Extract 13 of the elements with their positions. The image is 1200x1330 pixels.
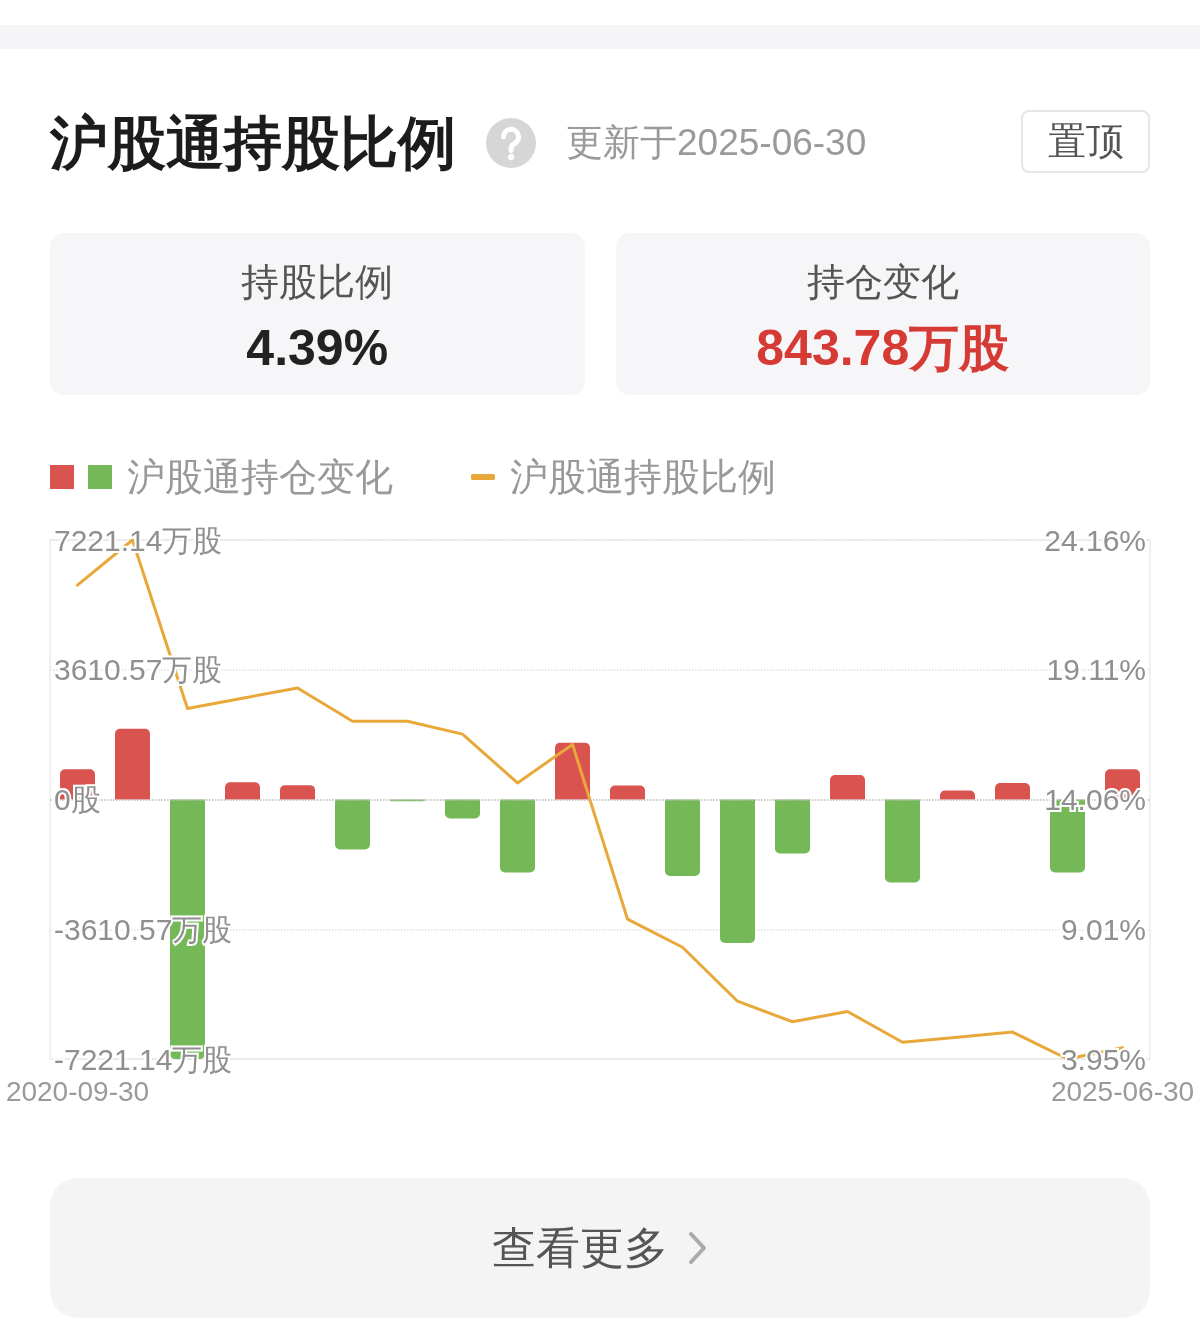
y-tick-label: 7221.14万股 (54, 523, 223, 557)
legend-label: 沪股通持股比例 (510, 456, 776, 498)
x-tick-label: 2025-06-30 (1050, 1075, 1195, 1107)
text: 沪股通持股比例 (50, 109, 456, 177)
text: 更新于2025-06-30 (566, 121, 867, 165)
x-tick-label: 2020-09-30 (5, 1075, 150, 1107)
y2-tick-label: 9.01% (1060, 912, 1146, 946)
stat-card: 持股比例 4.39% (50, 233, 585, 395)
y2-tick-label: 24.16% (1044, 523, 1146, 557)
y2-tick-label: 19.11% (1046, 653, 1146, 687)
y2-tick-label: 3.95% (1060, 1042, 1146, 1076)
stat-card: 持仓变化 843.78万股 (615, 233, 1150, 395)
legend-label: 沪股通持仓变化 (127, 456, 393, 498)
